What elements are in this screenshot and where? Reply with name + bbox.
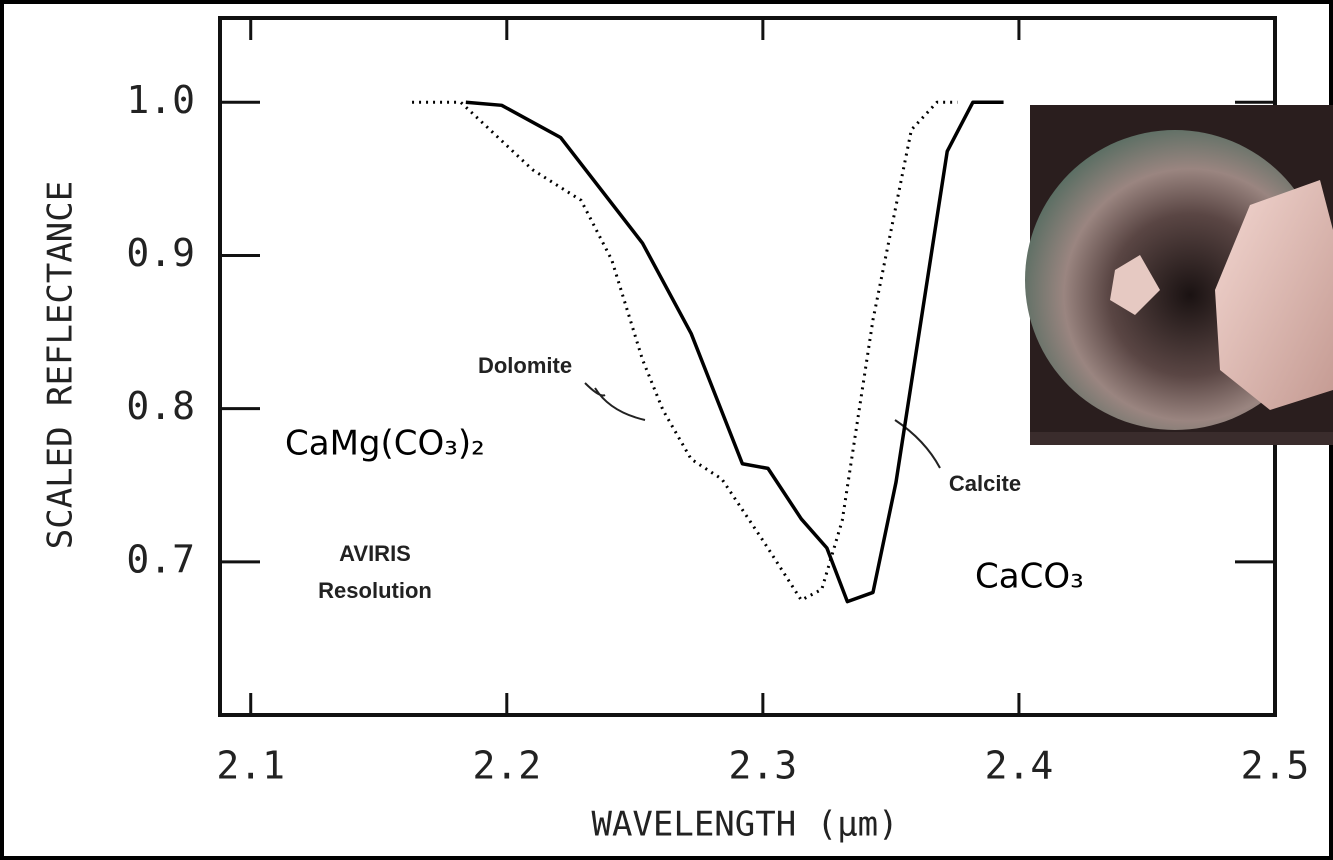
x-tick-label: 2.5: [1241, 744, 1310, 788]
annotation: Resolution: [318, 578, 432, 603]
x-tick-label: 2.1: [216, 744, 285, 788]
series-label: Calcite: [949, 471, 1021, 496]
y-tick-label: 1.0: [126, 78, 195, 122]
y-tick-label: 0.9: [126, 231, 195, 275]
photo-base: [1030, 432, 1333, 445]
x-tick-label: 2.3: [729, 744, 798, 788]
y-tick-label: 0.8: [126, 384, 195, 428]
series-label: Dolomite: [478, 353, 572, 378]
annotation: CaCO₃: [975, 557, 1084, 597]
mineral-photo: [1025, 105, 1333, 445]
annotation: AVIRIS: [339, 541, 411, 566]
x-tick-label: 2.2: [472, 744, 541, 788]
y-tick-label: 0.7: [126, 537, 195, 581]
x-axis-label: WAVELENGTH (µm): [591, 805, 898, 845]
x-tick-label: 2.4: [985, 744, 1054, 788]
annotation: CaMg(CO₃)₂: [285, 424, 485, 464]
chart: WAVELENGTH (µm) SCALED REFLECTANCE CaMg(…: [0, 0, 1333, 860]
y-axis-label: SCALED REFLECTANCE: [41, 181, 81, 549]
